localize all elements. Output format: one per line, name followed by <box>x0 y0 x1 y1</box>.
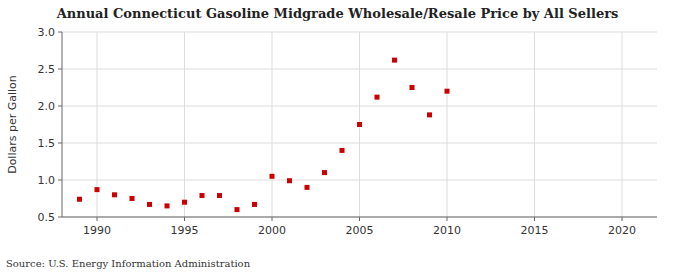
tick-label: 2020 <box>608 224 636 237</box>
point <box>392 58 397 63</box>
point <box>182 200 187 205</box>
grid-line <box>62 217 657 218</box>
tick <box>447 217 448 221</box>
tick-label: 2010 <box>433 224 461 237</box>
tick-label: 1.0 <box>38 174 56 187</box>
axes: 0.5 1.0 1.5 2.0 2.5 3.0 1990 1995 2000 2005 2010 20… <box>38 26 658 237</box>
point <box>305 185 310 190</box>
point <box>410 85 415 90</box>
tick <box>58 106 62 107</box>
tick <box>58 180 62 181</box>
title: Annual Connecticut Gasoline Midgrade Who… <box>56 6 619 21</box>
tick-label: 2000 <box>258 224 286 237</box>
point <box>77 197 82 202</box>
point <box>340 148 345 153</box>
grid-line <box>447 32 448 217</box>
point <box>322 170 327 175</box>
chart: Annual Connecticut Gasoline Midgrade Who… <box>0 0 675 275</box>
tick <box>58 69 62 70</box>
points <box>77 58 450 212</box>
y-axis-line <box>62 32 63 217</box>
point <box>165 203 170 208</box>
point <box>200 193 205 198</box>
tick-label: 3.0 <box>38 26 56 39</box>
tick-label: 2.5 <box>38 63 56 76</box>
tick <box>534 217 535 221</box>
tick-label: 0.5 <box>38 211 56 224</box>
point <box>270 174 275 179</box>
point <box>357 122 362 127</box>
point <box>427 112 432 117</box>
point <box>147 202 152 207</box>
y-axis-label: Dollars per Gallon <box>6 75 19 174</box>
tick <box>184 217 185 221</box>
grid-line <box>184 32 185 217</box>
point <box>235 207 240 212</box>
tick <box>58 32 62 33</box>
tick <box>359 217 360 221</box>
tick <box>622 217 623 221</box>
grid <box>62 32 657 217</box>
point <box>95 187 100 192</box>
source: Source: U.S. Energy Information Administ… <box>6 258 251 269</box>
point <box>252 202 257 207</box>
point <box>217 193 222 198</box>
grid-line <box>272 32 273 217</box>
tick <box>97 217 98 221</box>
tick <box>58 217 62 218</box>
point <box>375 95 380 100</box>
point <box>112 192 117 197</box>
grid-line <box>534 32 535 217</box>
tick-label: 1990 <box>83 224 111 237</box>
tick-label: 1995 <box>171 224 199 237</box>
tick-label: 2005 <box>346 224 374 237</box>
tick-label: 1.5 <box>38 137 56 150</box>
tick-label: 2.0 <box>38 100 56 113</box>
point <box>130 196 135 201</box>
tick <box>58 143 62 144</box>
tick <box>272 217 273 221</box>
point <box>287 178 292 183</box>
point <box>445 89 450 94</box>
tick-label: 2015 <box>521 224 549 237</box>
x-axis-line <box>62 217 657 218</box>
grid-line <box>622 32 623 217</box>
